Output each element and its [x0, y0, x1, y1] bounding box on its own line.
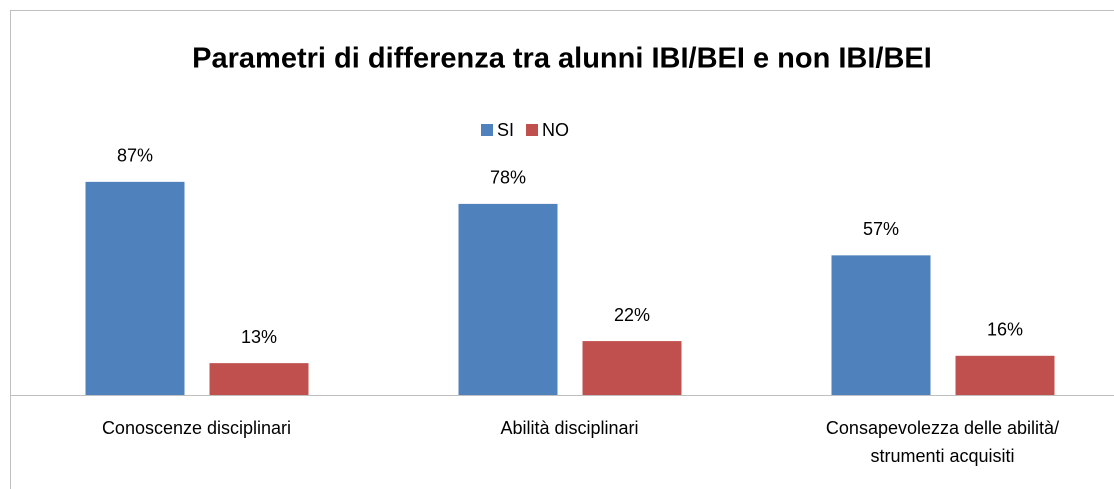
bar	[209, 363, 309, 395]
data-label: 57%	[863, 219, 899, 239]
legend-swatch	[481, 124, 493, 136]
bar	[582, 341, 682, 395]
data-label: 16%	[987, 320, 1023, 340]
x-tick-label: Abilità disciplinari	[500, 418, 639, 438]
data-label: 13%	[241, 327, 277, 347]
x-tick-label: Consapevolezza delle abilità/ strumenti …	[825, 418, 1060, 466]
legend-label: SI	[497, 120, 514, 140]
bar	[85, 181, 185, 395]
data-label: 87%	[117, 146, 153, 166]
legend-swatch	[526, 124, 539, 136]
chart-title: Parametri di differenza tra alunni IBI/B…	[192, 43, 932, 75]
bar	[955, 355, 1055, 395]
data-label: 78%	[490, 168, 526, 188]
data-label: 22%	[614, 305, 650, 325]
legend-label: NO	[542, 120, 569, 140]
bar	[831, 255, 931, 395]
x-tick-label: Conoscenze disciplinari	[101, 418, 292, 438]
bar	[458, 203, 558, 395]
